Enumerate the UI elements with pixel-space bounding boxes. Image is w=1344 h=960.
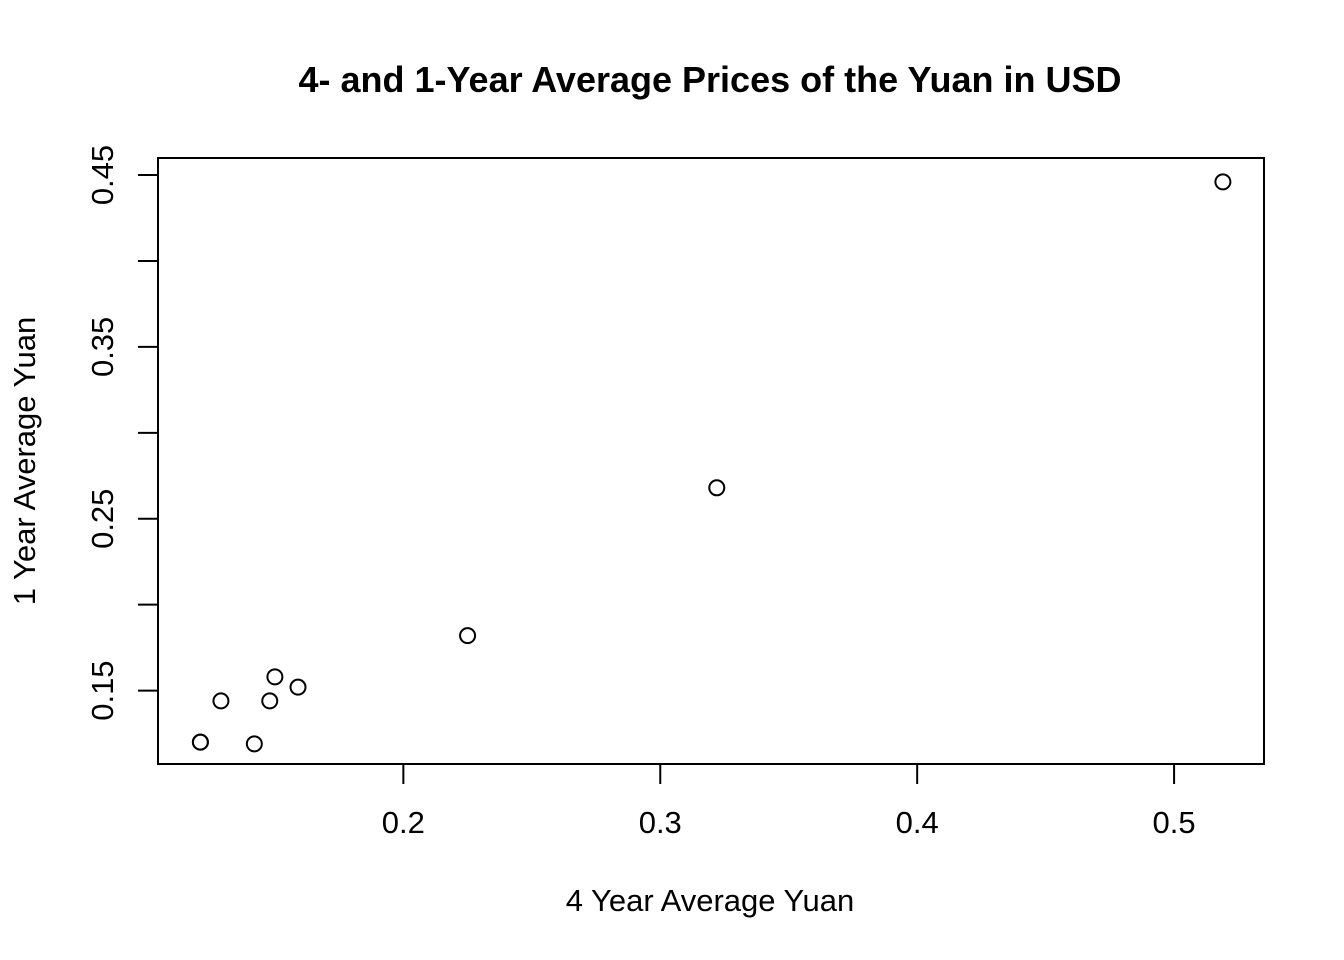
data-point (212, 692, 230, 710)
data-point (245, 735, 263, 753)
y-tick-label: 0.15 (85, 660, 120, 720)
data-point (261, 692, 279, 710)
chart-title: 4- and 1-Year Average Prices of the Yuan… (299, 59, 1122, 100)
x-tick-label: 0.3 (639, 805, 682, 840)
y-tick-label: 0.45 (85, 145, 120, 205)
x-tick-label: 0.2 (382, 805, 425, 840)
x-tick-label: 0.5 (1153, 805, 1196, 840)
data-point (266, 668, 284, 686)
y-tick-label: 0.35 (85, 317, 120, 377)
y-tick-label: 0.25 (85, 489, 120, 549)
data-point (289, 678, 307, 696)
data-point (191, 733, 209, 751)
data-point (459, 627, 477, 645)
y-axis: 0.15 0.25 0.35 0.45 (85, 145, 159, 721)
x-tick-label: 0.4 (896, 805, 939, 840)
data-point (1214, 173, 1232, 191)
y-axis-label: 1 Year Average Yuan (7, 317, 42, 605)
x-axis: 0.2 0.3 0.4 0.5 (382, 763, 1196, 840)
x-axis-label: 4 Year Average Yuan (566, 883, 854, 918)
plot-area-border (157, 157, 1265, 765)
data-points (191, 173, 1232, 753)
data-point (708, 479, 726, 497)
